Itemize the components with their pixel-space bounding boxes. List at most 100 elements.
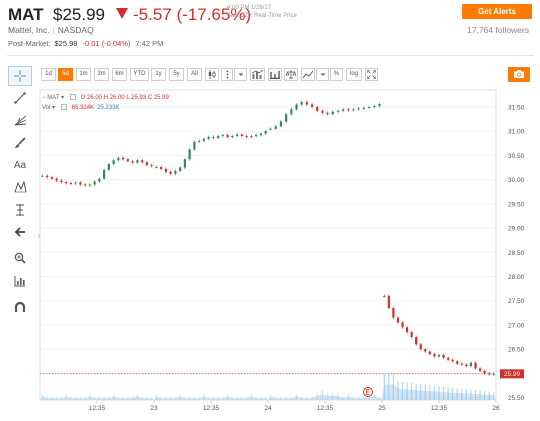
settings-box-icon[interactable]: [60, 104, 67, 110]
chevron-down-icon[interactable]: ▾: [52, 105, 56, 111]
candle-body: [419, 344, 422, 350]
range-ytd[interactable]: YTD: [130, 68, 149, 81]
volume-bar: [227, 394, 229, 400]
volume-bar: [250, 394, 252, 400]
volume-bar: [484, 391, 486, 400]
post-market-change: -0.01 (-0.04%): [82, 39, 131, 48]
brush-icon[interactable]: [8, 133, 32, 153]
trendline-icon[interactable]: [8, 88, 32, 108]
text-icon[interactable]: Aa: [13, 159, 27, 171]
candle-body: [226, 135, 229, 137]
volume-area: [268, 394, 382, 400]
volume-bar: [352, 397, 355, 400]
candle-body: [362, 107, 365, 109]
candle-body: [55, 178, 58, 181]
volume-bar: [84, 397, 86, 400]
volume-bar: [136, 394, 138, 400]
candle-body: [279, 121, 283, 127]
dropdown-icon[interactable]: [234, 68, 247, 81]
chevron-down-icon[interactable]: ▾: [60, 95, 64, 101]
x-tick-label: 26: [492, 405, 500, 412]
candle-body: [331, 111, 334, 115]
candle-body: [145, 162, 148, 166]
candle-body: [69, 183, 72, 184]
fullscreen-icon[interactable]: [365, 68, 378, 81]
volume-bar: [155, 394, 157, 400]
price-chart[interactable]: 31.50 31.00 30.50 30.00 29.50 29.00 28.50 28.00…: [38, 88, 532, 419]
indicator-icon[interactable]: [301, 68, 315, 81]
fibonacci-icon[interactable]: [8, 110, 32, 130]
histogram-icon[interactable]: [8, 271, 32, 291]
volume-bar: [141, 397, 143, 400]
candlestick-icon[interactable]: [205, 68, 219, 81]
volume-bar: [321, 390, 324, 400]
volume-bar: [301, 397, 303, 400]
post-market-price: $25.98: [54, 39, 78, 48]
volume-bar: [337, 393, 339, 400]
volume-bar: [493, 392, 495, 400]
balance-icon[interactable]: [284, 68, 298, 81]
volume-bar: [146, 397, 148, 400]
candle-body: [492, 373, 495, 375]
candle-body: [415, 337, 418, 345]
candle-body: [316, 106, 319, 111]
crosshair-icon[interactable]: [8, 66, 32, 86]
exchange-name: NASDAQ: [57, 25, 94, 35]
volume-area: [382, 384, 496, 400]
compare-icon[interactable]: [268, 68, 282, 81]
volume-bar: [429, 385, 431, 400]
candle-body: [245, 136, 248, 138]
quote-meta: 4:00 PM 1/26/17 Bats BZX Real-Time Price: [227, 4, 297, 20]
y-tick-label: 27.50: [508, 298, 525, 305]
volume-bar: [65, 394, 67, 400]
range-1m[interactable]: 1m: [76, 68, 91, 81]
more-icon[interactable]: [221, 68, 233, 81]
candle-body: [392, 307, 395, 318]
candle-body: [326, 112, 329, 115]
dropdown-icon[interactable]: [316, 68, 329, 81]
range-6m[interactable]: 6m: [112, 68, 127, 81]
range-5d[interactable]: 5d: [58, 68, 73, 81]
candle-body: [250, 136, 253, 138]
volume-bar: [265, 397, 267, 400]
zoom-icon[interactable]: [8, 248, 32, 268]
chart-canvas[interactable]: 31.50 31.00 30.50 30.00 29.50 29.00 28.50 28.00…: [38, 88, 532, 419]
range-5y[interactable]: 5y: [169, 68, 184, 81]
volume-bar: [170, 397, 172, 400]
arrow-left-icon[interactable]: [8, 222, 32, 242]
candle-body: [451, 359, 454, 362]
candle-body: [188, 149, 191, 160]
price-change: -5.57 (-17.65%): [133, 5, 252, 24]
candle-body: [469, 362, 473, 367]
camera-icon[interactable]: [508, 67, 530, 82]
volume-bar: [363, 397, 365, 400]
candle-body: [305, 102, 308, 105]
volume-bar: [46, 397, 48, 400]
candle-body: [79, 182, 82, 185]
chart-type-icon[interactable]: [250, 68, 265, 81]
candle-body: [342, 109, 345, 111]
range-1y[interactable]: 1y: [151, 68, 166, 81]
pattern-icon[interactable]: [8, 177, 32, 197]
candle-body: [259, 133, 262, 136]
log-scale-button[interactable]: log: [346, 68, 362, 81]
get-alerts-button[interactable]: Get Alerts: [462, 4, 532, 19]
magnet-icon[interactable]: [8, 297, 32, 317]
candle-body: [321, 110, 324, 113]
range-1d[interactable]: 1d: [41, 68, 56, 81]
candle-body: [88, 184, 91, 186]
range-3m[interactable]: 3m: [94, 68, 109, 81]
volume-bar: [378, 397, 381, 400]
volume-bar: [470, 389, 472, 400]
minimize-icon[interactable]: −: [42, 95, 46, 101]
quote-source: Bats BZX Real-Time Price: [227, 13, 297, 19]
volume-bar: [415, 383, 417, 400]
percent-button[interactable]: %: [330, 68, 343, 81]
settings-box-icon[interactable]: [69, 94, 76, 100]
x-tick-label: 25: [378, 405, 386, 412]
volume-bar: [151, 397, 153, 400]
range-all[interactable]: All: [187, 68, 202, 81]
candle-body: [269, 128, 272, 130]
measure-icon[interactable]: [8, 200, 32, 220]
legend-ohlc: O 26.00 H 26.00 L 25.93 C 25.99: [80, 95, 169, 101]
